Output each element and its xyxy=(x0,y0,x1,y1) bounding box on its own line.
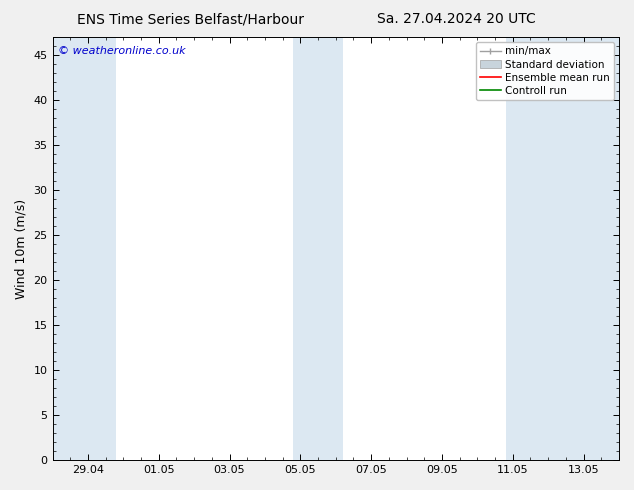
Bar xyxy=(53,37,116,460)
Legend: min/max, Standard deviation, Ensemble mean run, Controll run: min/max, Standard deviation, Ensemble me… xyxy=(476,42,614,100)
Text: Sa. 27.04.2024 20 UTC: Sa. 27.04.2024 20 UTC xyxy=(377,12,536,26)
Text: ENS Time Series Belfast/Harbour: ENS Time Series Belfast/Harbour xyxy=(77,12,304,26)
Text: © weatheronline.co.uk: © weatheronline.co.uk xyxy=(58,46,186,55)
Y-axis label: Wind 10m (m/s): Wind 10m (m/s) xyxy=(15,198,28,299)
Bar xyxy=(506,37,619,460)
Bar xyxy=(294,37,343,460)
